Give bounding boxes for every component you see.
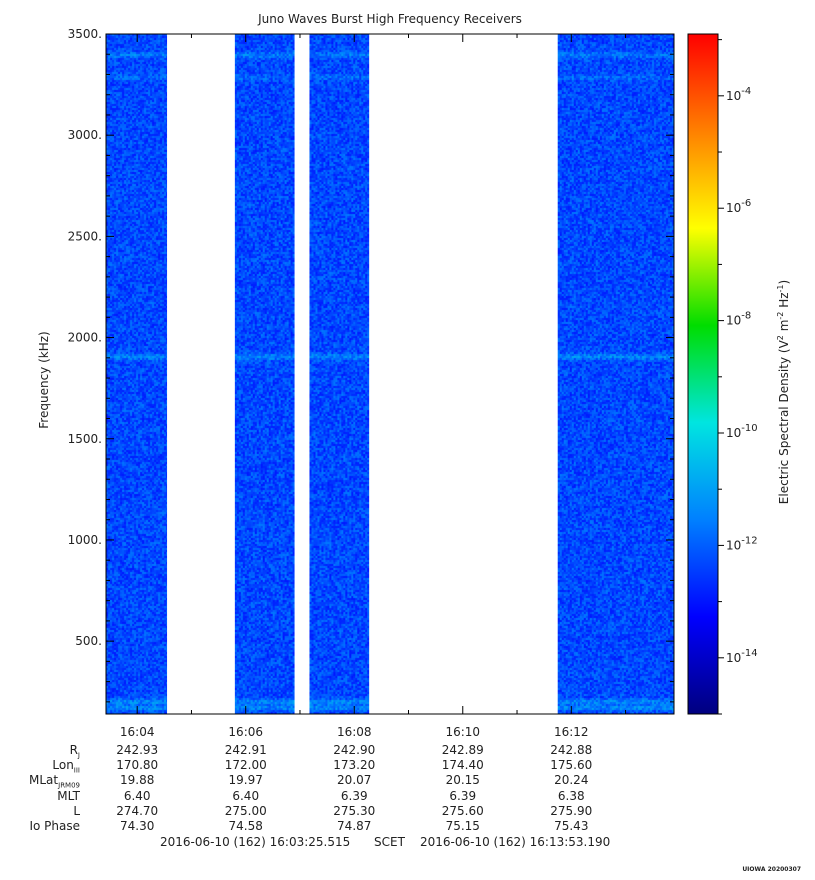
footer-start-time: 2016-06-10 (162) 16:03:25.515	[160, 835, 351, 849]
ephemeris-value: 75.43	[554, 819, 589, 833]
ephemeris-label-text: MLT	[57, 788, 80, 803]
ephemeris-label-subscript: JRM09	[58, 781, 80, 790]
ephemeris-label-text: Lon	[52, 758, 74, 773]
x-tick-label: 16:04	[120, 725, 155, 739]
ephemeris-value: 20.15	[445, 773, 480, 788]
spectrogram-segment-image	[106, 34, 168, 714]
colorbar-label-end: )	[777, 280, 791, 285]
ephemeris-label-text: R	[69, 743, 78, 757]
y-tick-label: 2500.	[68, 229, 102, 243]
ephemeris-value: 74.30	[120, 819, 155, 833]
y-tick-label: 500.	[75, 634, 102, 648]
colorbar-label-mid1: m	[777, 320, 791, 336]
ephemeris-value: 6.40	[123, 788, 151, 803]
spectrogram-segment	[309, 34, 370, 714]
ephemeris-label-text: Io Phase	[29, 819, 80, 833]
colorbar-label-sup2: -2	[776, 312, 785, 320]
ephemeris-value: 275.30	[333, 803, 376, 818]
ephemeris-value: 172.00	[224, 758, 267, 773]
spectrogram-segment	[557, 34, 674, 714]
x-tick-label: 16:10	[445, 725, 480, 739]
ephemeris-row-label: MLatJRM09	[0, 773, 80, 793]
colorbar-tick-label: 10-8	[726, 311, 751, 328]
colorbar-tick-label: 10-14	[726, 648, 758, 665]
ephemeris-value: 74.87	[337, 819, 372, 833]
ephemeris-value: 275.00	[224, 803, 267, 818]
ephemeris-label-subscript: J	[77, 751, 80, 760]
spectrogram-area	[106, 34, 674, 714]
plot-frame	[105, 33, 675, 715]
ephemeris-value: 6.39	[340, 788, 368, 803]
ephemeris-value: 242.90	[333, 743, 376, 757]
ephemeris-value: 242.89	[441, 743, 484, 757]
colorbar-tick-label: 10-4	[726, 86, 751, 103]
colorbar-label-sup3: -1	[776, 285, 785, 293]
colorbar-tick-label: 10-12	[726, 535, 758, 552]
ephemeris-value: 173.20	[333, 758, 376, 773]
colorbar-label: Electric Spectral Density (V2 m-2 Hz-1)	[776, 280, 791, 504]
y-tick-label: 2000.	[68, 331, 102, 345]
colorbar-label-mid2: Hz	[777, 292, 791, 311]
spectrogram-segment	[106, 34, 168, 714]
ephemeris-row-label: RJ	[0, 743, 80, 763]
ephemeris-value: 274.70	[116, 803, 159, 818]
x-tick-label: 16:08	[337, 725, 372, 739]
ephemeris-value: 6.39	[449, 788, 477, 803]
ephemeris-value: 170.80	[116, 758, 159, 773]
watermark-stamp: UIOWA 20200307	[742, 866, 801, 873]
ephemeris-value: 174.40	[441, 758, 484, 773]
ephemeris-value: 20.24	[554, 773, 589, 788]
axes: 500. 1000. 1500. 2000. 2500. 3000. 3500. 16:04 1…	[68, 27, 674, 739]
ephemeris-value: 19.88	[120, 773, 155, 788]
y-axis-label: Frequency (kHz)	[37, 331, 51, 428]
ephemeris-value: 19.97	[228, 773, 263, 788]
colorbar-tick-label: 10-6	[726, 198, 751, 215]
spectrogram-segment-image	[309, 34, 370, 714]
ephemeris-value: 6.40	[232, 788, 260, 803]
spectrogram-segment-image	[557, 34, 674, 714]
colorbar-tick-label: 10-10	[726, 423, 758, 440]
ephemeris-label-text: MLat	[29, 773, 59, 788]
y-tick-label: 3000.	[68, 128, 102, 142]
ephemeris-value: 242.93	[116, 743, 159, 757]
ephemeris-value: 75.15	[445, 819, 480, 833]
y-tick-label: 3500.	[68, 27, 102, 41]
ephemeris-value: 242.91	[224, 743, 267, 757]
ephemeris-value: 175.60	[550, 758, 593, 773]
ephemeris-value: 275.60	[441, 803, 484, 818]
spectrogram-segment-image	[234, 34, 295, 714]
spectrogram-chart: 500. 1000. 1500. 2000. 2500. 3000. 3500. 16:04 1…	[37, 27, 791, 739]
ephemeris-value: 6.38	[557, 788, 585, 803]
ephemeris-row-label: LonIII	[0, 758, 80, 778]
chart-title: Juno Waves Burst High Frequency Receiver…	[258, 12, 522, 26]
ephemeris-row-label: Io Phase	[0, 819, 80, 834]
ephemeris-value: 275.90	[550, 803, 593, 818]
y-tick-label: 1500.	[68, 432, 102, 446]
footer-scet: SCET	[374, 835, 405, 849]
ephemeris-row-label: MLT	[0, 789, 80, 804]
spectrogram-segment	[234, 34, 295, 714]
colorbar	[687, 33, 719, 715]
ephemeris-row-label: L	[0, 804, 80, 819]
footer-end-time: 2016-06-10 (162) 16:13:53.190	[420, 835, 611, 849]
colorbar-axis: 10-4 10-6 10-8 10-10 10-12 10-14	[718, 39, 758, 715]
ephemeris-value: 20.07	[337, 773, 372, 788]
ephemeris-value: 242.88	[550, 743, 593, 757]
ephemeris-value: 74.58	[228, 819, 263, 833]
colorbar-label-sup1: 2	[776, 335, 785, 340]
x-tick-label: 16:06	[228, 725, 263, 739]
y-tick-label: 1000.	[68, 533, 102, 547]
x-tick-label: 16:12	[554, 725, 589, 739]
ephemeris-label-text: L	[73, 803, 80, 818]
colorbar-label-main: Electric Spectral Density (V	[777, 339, 791, 504]
ephemeris-label-subscript: III	[73, 766, 80, 775]
